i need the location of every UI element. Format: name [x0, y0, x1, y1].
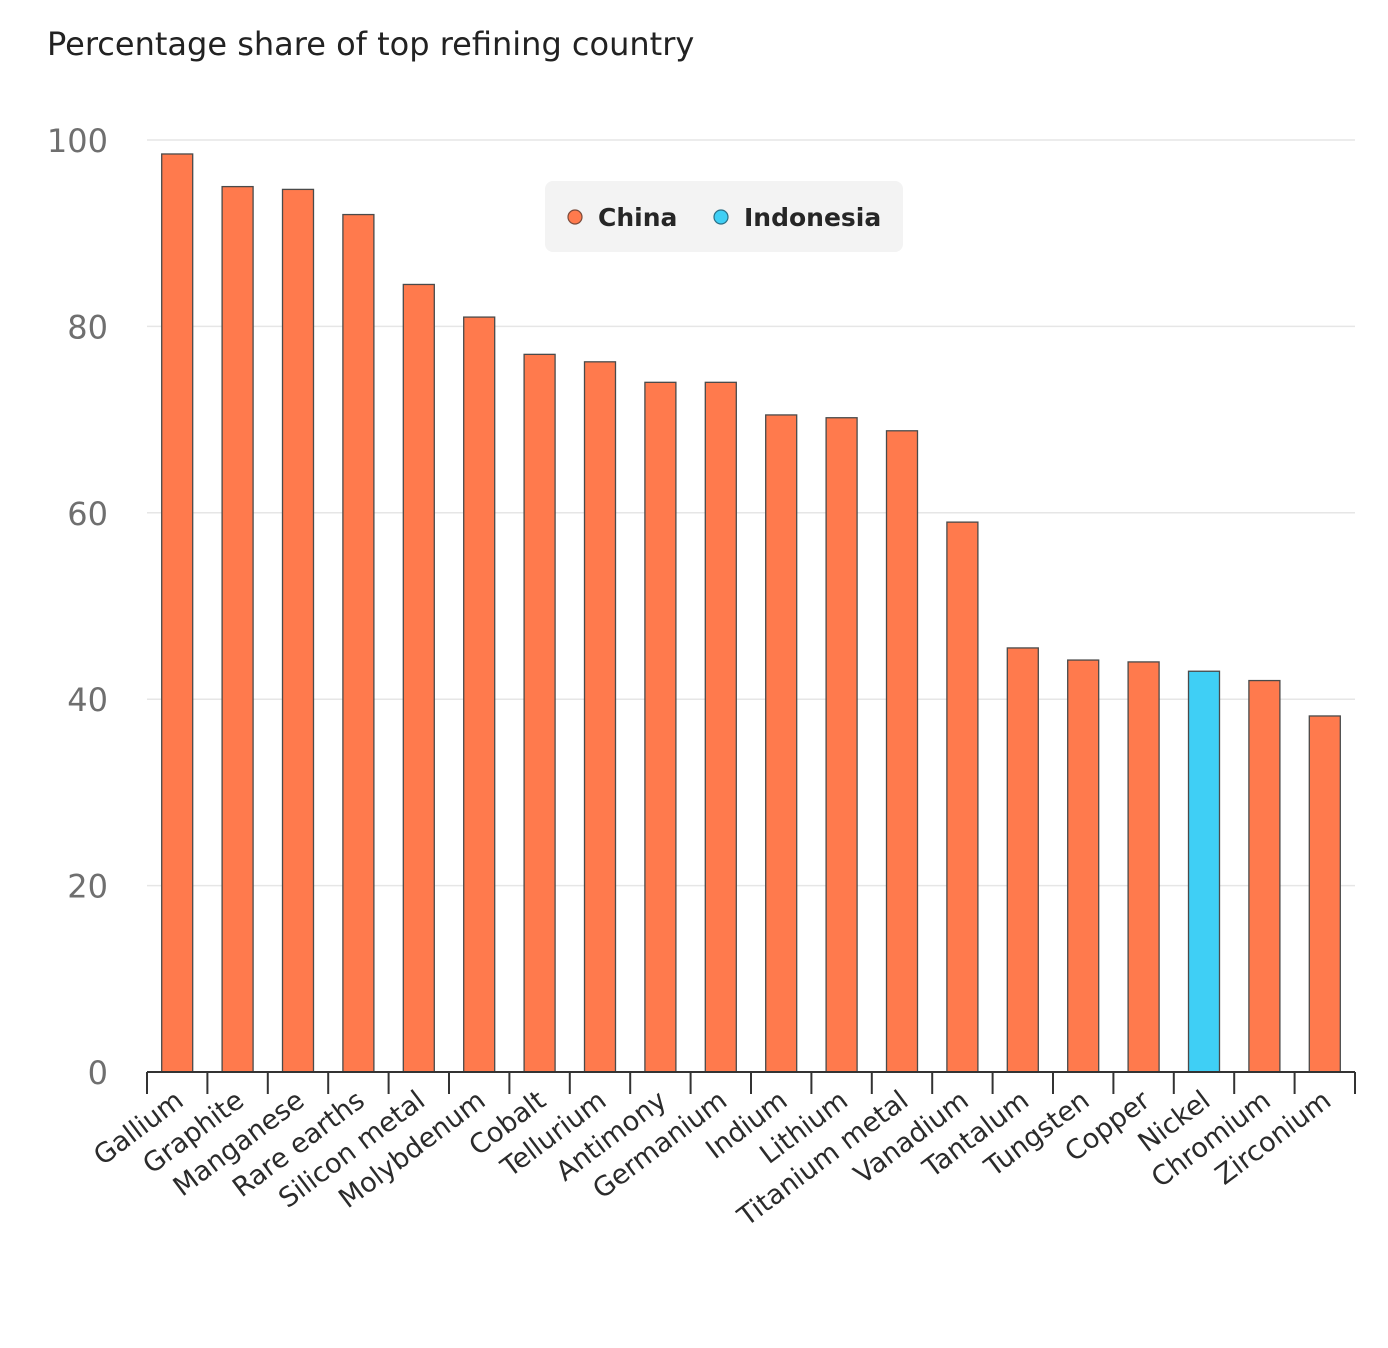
bar-tantalum	[1006, 647, 1039, 1073]
bar-molybdenum	[463, 316, 496, 1073]
bar-zirconium	[1308, 715, 1341, 1073]
bar-cobalt	[523, 353, 556, 1073]
y-tick-label: 80	[67, 308, 108, 346]
bar-gallium	[161, 153, 194, 1073]
chart-title: Percentage share of top refining country	[47, 25, 694, 63]
legend-swatch-china	[567, 209, 583, 225]
bar-titanium-metal	[885, 430, 919, 1073]
bar-silicon-metal	[402, 283, 435, 1073]
y-tick-label: 20	[67, 868, 108, 906]
y-tick-label: 60	[67, 495, 108, 533]
bar-vanadium	[946, 521, 979, 1073]
legend-swatch-indonesia	[713, 209, 729, 225]
y-axis-ticks: 0 20 40 60 80 100	[47, 122, 108, 1092]
bar-germanium	[704, 381, 737, 1073]
bar-manganese	[281, 188, 315, 1073]
bar-chromium	[1248, 679, 1281, 1073]
bar-graphite	[221, 185, 254, 1073]
bar-antimony	[644, 381, 677, 1073]
y-tick-label: 40	[67, 681, 108, 719]
bar-indium	[765, 414, 798, 1073]
y-tick-label: 0	[88, 1054, 108, 1092]
bar-nickel	[1187, 670, 1221, 1073]
y-tick-label: 100	[47, 122, 108, 160]
bar-tellurium	[583, 361, 617, 1073]
legend-label-china: China	[598, 203, 677, 232]
bar-rare-earths	[342, 213, 375, 1073]
legend-label-indonesia: Indonesia	[744, 203, 881, 232]
x-axis	[146, 1071, 1356, 1094]
legend: China Indonesia	[545, 181, 903, 252]
bars	[161, 153, 1341, 1073]
bar-tungsten	[1067, 659, 1100, 1073]
bar-copper	[1127, 661, 1160, 1073]
bar-lithium	[825, 417, 858, 1073]
